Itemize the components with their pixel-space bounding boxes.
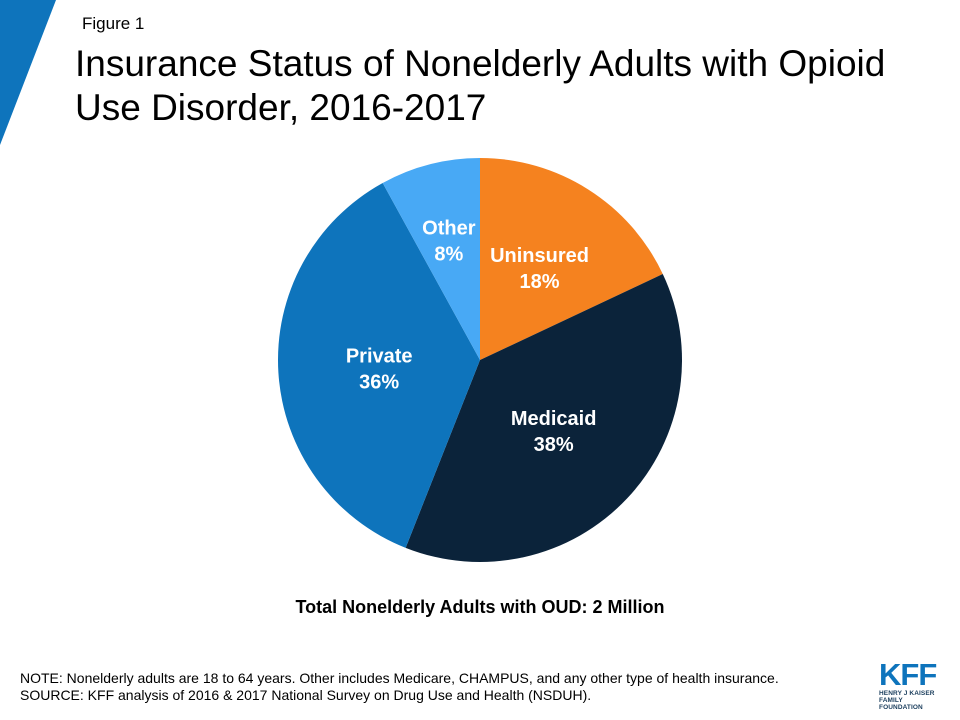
slice-name-other: Other — [422, 218, 476, 240]
pie-chart: Uninsured 18% Medicaid 38% Private 36% Other 8% — [277, 158, 683, 563]
source-text: SOURCE: KFF analysis of 2016 & 2017 Nati… — [20, 687, 592, 703]
chart-title: Insurance Status of Nonelderly Adults wi… — [75, 43, 886, 128]
slice-value-medicaid: 38% — [534, 434, 574, 456]
pie-slice-medicaid — [405, 273, 683, 563]
slice-name-private: Private — [346, 345, 413, 367]
note-text: NOTE: Nonelderly adults are 18 to 64 yea… — [20, 670, 779, 686]
slice-value-other: 8% — [434, 244, 463, 266]
pie-slice-private — [277, 182, 480, 548]
logo-line1: HENRY J KAISER — [879, 690, 935, 697]
figure-label: Figure 1 — [82, 14, 145, 33]
pie-slice-other — [382, 158, 480, 360]
slice-value-private: 36% — [359, 371, 399, 393]
slice-name-uninsured: Uninsured — [490, 245, 589, 267]
kff-logo: KFF HENRY J KAISER FAMILY FOUNDATION — [879, 657, 945, 711]
logo-line2: FAMILY FOUNDATION — [879, 697, 923, 711]
footnotes: NOTE: Nonelderly adults are 18 to 64 yea… — [20, 670, 840, 704]
corner-accent — [0, 0, 56, 145]
total-label: Total Nonelderly Adults with OUD: 2 Mill… — [295, 597, 665, 617]
slice-name-medicaid: Medicaid — [511, 408, 597, 430]
pie-slice-uninsured — [480, 158, 663, 360]
slice-value-uninsured: 18% — [520, 271, 560, 293]
logo-mark: KFF — [879, 657, 937, 692]
